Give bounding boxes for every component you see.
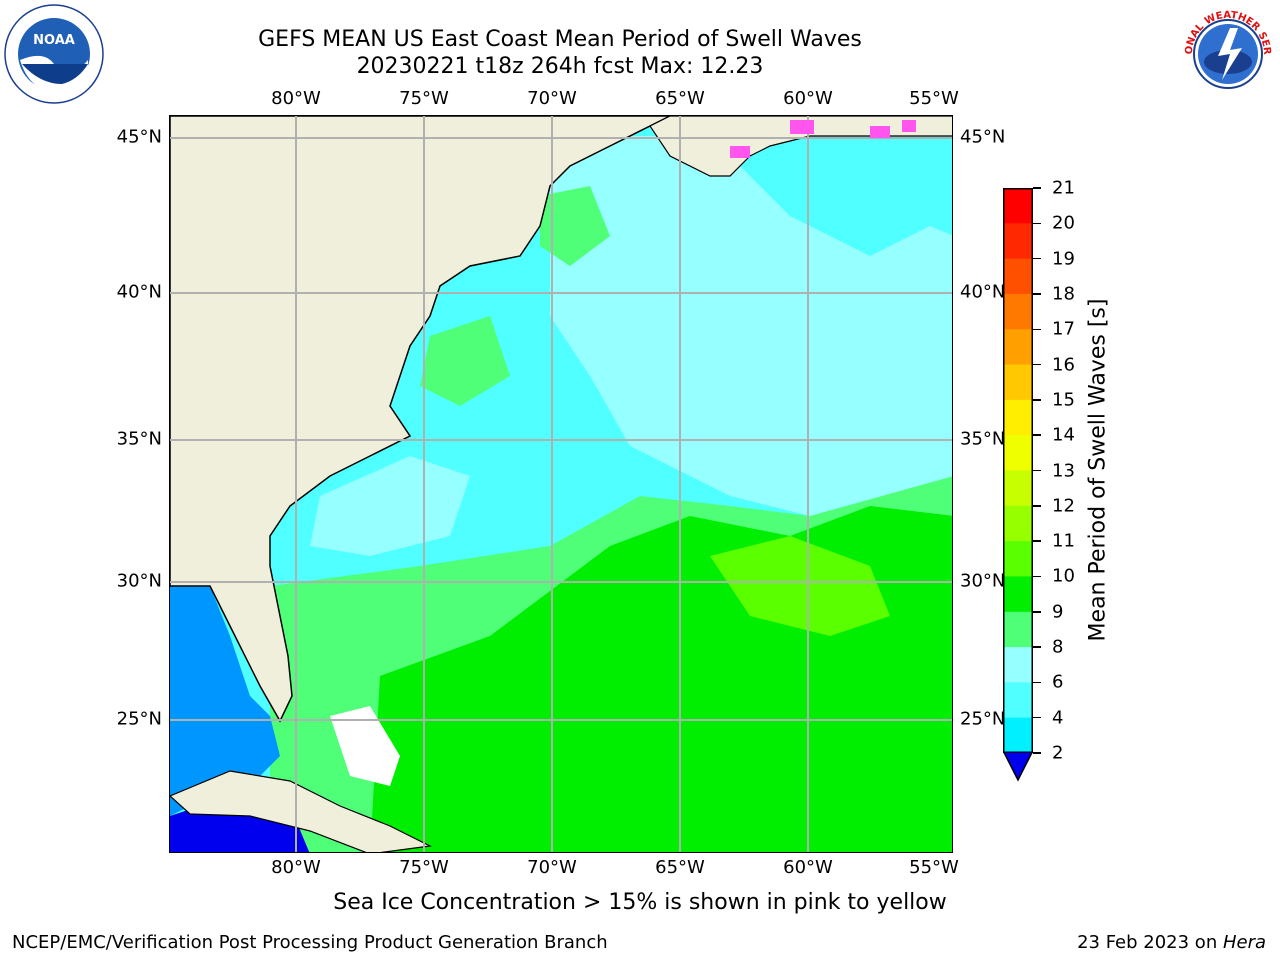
- credit-left: NCEP/EMC/Verification Post Processing Pr…: [12, 932, 608, 953]
- colorbar-tick-label: 8: [1052, 636, 1064, 658]
- lon-label-top: 80°W: [271, 88, 321, 109]
- credit-host: Hera: [1222, 932, 1266, 953]
- colorbar-tick-mark: [1033, 540, 1041, 542]
- colorbar-block: [1003, 470, 1033, 507]
- colorbar-tick-label: 2: [1052, 742, 1064, 764]
- colorbar-tick-label: 15: [1052, 389, 1075, 411]
- colorbar-tick-mark: [1033, 399, 1041, 401]
- lat-label-right: 30°N: [960, 570, 1006, 592]
- map-panel: [169, 115, 953, 853]
- lon-label-top: 55°W: [909, 88, 959, 109]
- lon-label-bottom: 80°W: [271, 857, 321, 878]
- sea-ice-note: Sea Ice Concentration > 15% is shown in …: [333, 890, 947, 915]
- region-7-8s: [500, 126, 952, 256]
- colorbar-under-triangle: [1003, 752, 1033, 782]
- lat-label-right: 35°N: [960, 428, 1006, 450]
- colorbar-tick-mark: [1033, 434, 1041, 436]
- colorbar: [1003, 188, 1033, 753]
- chart-subtitle: 20230221 t18z 264h fcst Max: 12.23: [356, 54, 764, 79]
- lon-label-top: 65°W: [655, 88, 705, 109]
- colorbar-block: [1003, 258, 1033, 295]
- colorbar-title: Mean Period of Swell Waves [s]: [1085, 298, 1111, 642]
- colorbar-tick-label: 6: [1052, 671, 1064, 693]
- colorbar-under-arrow: [1003, 752, 1033, 782]
- patch-green-north: [540, 186, 610, 266]
- colorbar-block: [1003, 293, 1033, 330]
- graticule: [170, 116, 952, 852]
- colorbar-tick-mark: [1033, 681, 1041, 684]
- lon-label-bottom: 75°W: [399, 857, 449, 878]
- chart-title: GEFS MEAN US East Coast Mean Period of S…: [258, 27, 862, 52]
- colorbar-tick-label: 19: [1052, 248, 1075, 270]
- colorbar-tick-mark: [1033, 752, 1041, 754]
- lon-label-bottom: 70°W: [527, 857, 577, 878]
- noaa-logo-text: NOAA: [33, 33, 75, 48]
- colorbar-tick-label: 9: [1052, 601, 1064, 623]
- lon-label-top: 75°W: [399, 88, 449, 109]
- colorbar-block: [1003, 364, 1033, 401]
- swell-period-map: [170, 116, 952, 852]
- colorbar-tick-mark: [1033, 222, 1041, 225]
- patch-cyan-west: [310, 456, 470, 556]
- colorbar-tick-label: 21: [1052, 177, 1075, 199]
- bahamas-bank: [330, 706, 400, 786]
- colorbar-tick-label: 4: [1052, 707, 1064, 729]
- colorbar-tick-label: 18: [1052, 283, 1075, 305]
- colorbar-tick-mark: [1033, 646, 1041, 648]
- colorbar-block: [1003, 435, 1033, 471]
- colorbar-block: [1003, 717, 1033, 753]
- region-11-12s: [710, 536, 890, 636]
- colorbar-block: [1003, 329, 1033, 366]
- colorbar-tick-label: 17: [1052, 318, 1075, 340]
- credit-right: 23 Feb 2023 on Hera: [1077, 932, 1266, 953]
- colorbar-tick-mark: [1033, 187, 1041, 189]
- lat-label-right: 25°N: [960, 708, 1006, 730]
- lon-label-top: 70°W: [527, 88, 577, 109]
- lat-label-left: 35°N: [116, 428, 162, 450]
- colorbar-tick-mark: [1033, 363, 1041, 366]
- colorbar-tick-mark: [1033, 505, 1041, 507]
- colorbar-block: [1003, 611, 1033, 648]
- colorbar-tick-label: 10: [1052, 565, 1075, 587]
- gulf-region: [170, 586, 280, 816]
- colorbar-block: [1003, 399, 1033, 436]
- colorbar-tick-mark: [1033, 575, 1041, 578]
- colorbar-tick-mark: [1033, 293, 1041, 295]
- colorbar-tick-label: 16: [1052, 354, 1075, 376]
- colorbar-block: [1003, 682, 1033, 719]
- colorbar-block: [1003, 576, 1033, 613]
- colorbar-tick-mark: [1033, 257, 1041, 260]
- lat-label-left: 40°N: [116, 281, 162, 303]
- colorbar-block: [1003, 223, 1033, 260]
- lon-label-bottom: 55°W: [909, 857, 959, 878]
- colorbar-tick-label: 20: [1052, 212, 1075, 234]
- credit-date: 23 Feb 2023 on: [1077, 932, 1223, 953]
- colorbar-tick-mark: [1033, 716, 1041, 719]
- lat-label-right: 40°N: [960, 281, 1006, 303]
- lat-label-left: 45°N: [116, 126, 162, 148]
- colorbar-tick-label: 13: [1052, 460, 1075, 481]
- colorbar-tick-mark: [1033, 328, 1041, 330]
- colorbar-tick-mark: [1033, 611, 1041, 613]
- colorbar-tick-label: 14: [1052, 424, 1075, 446]
- colorbar-tick-label: 11: [1052, 530, 1075, 552]
- land-cuba: [170, 770, 433, 852]
- colorbar-block: [1003, 541, 1033, 577]
- colorbar-tick-label: 12: [1052, 495, 1075, 517]
- colorbar-block: [1003, 505, 1033, 542]
- nws-logo-icon: NATIONAL WEATHER SERVICE: [1178, 4, 1276, 102]
- lat-label-right: 45°N: [960, 126, 1006, 148]
- patch-green-mid: [420, 316, 510, 406]
- lat-label-left: 25°N: [116, 708, 162, 730]
- lon-label-bottom: 60°W: [783, 857, 833, 878]
- lat-label-left: 30°N: [116, 570, 162, 592]
- sea-ice-patches: [730, 120, 916, 158]
- colorbar-block: [1003, 647, 1033, 683]
- lon-label-top: 60°W: [783, 88, 833, 109]
- colorbar-block: [1003, 188, 1033, 224]
- noaa-logo-icon: NOAA: [4, 4, 104, 104]
- colorbar-tick-mark: [1033, 469, 1041, 472]
- lon-label-bottom: 65°W: [655, 857, 705, 878]
